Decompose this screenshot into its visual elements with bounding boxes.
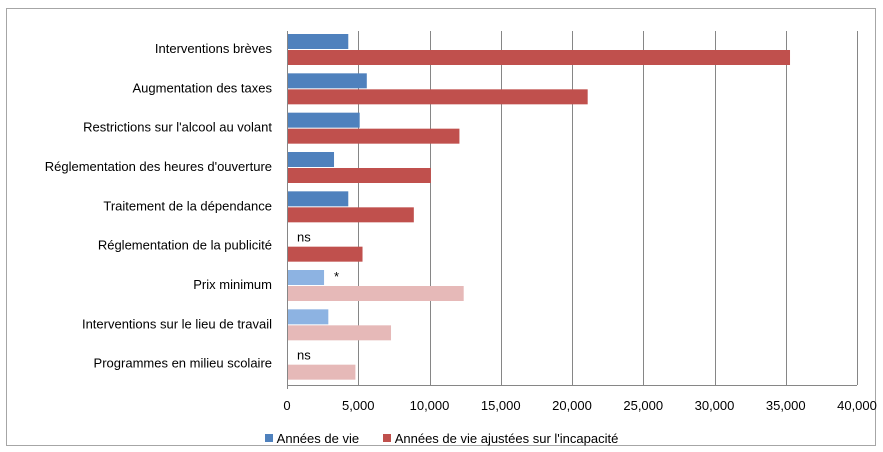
legend-swatch-blue	[264, 434, 273, 442]
bar-series1-5	[288, 246, 363, 262]
annotation-0: ns	[297, 230, 311, 245]
bar-series0-7	[288, 309, 329, 325]
x-tick-label-3: 15,000	[481, 398, 521, 413]
legend-item-annees-ajustees: Années de vie ajustées sur l'incapacité	[382, 430, 619, 446]
chart-frame	[6, 8, 876, 446]
category-label-3: Réglementation des heures d'ouverture	[45, 159, 272, 174]
bar-series0-1	[288, 73, 367, 89]
bar-series1-0	[288, 50, 791, 65]
bar-series1-6	[288, 286, 464, 301]
x-tick-label-5: 25,000	[623, 398, 663, 413]
x-tick-label-0: 0	[283, 398, 290, 413]
category-label-7: Interventions sur le lieu de travail	[82, 316, 272, 331]
x-tick-label-7: 35,000	[766, 398, 806, 413]
bar-series1-3	[288, 168, 431, 183]
bar-series0-0	[288, 34, 349, 49]
category-label-2: Restrictions sur l'alcool au volant	[83, 120, 272, 135]
bar-series0-2	[288, 112, 360, 128]
legend-item-annees-de-vie: Années de vie	[264, 430, 360, 446]
bar-series0-6	[288, 270, 325, 285]
category-label-5: Réglementation de la publicité	[98, 238, 272, 253]
bar-series0-4	[288, 191, 349, 207]
legend-label-annees-ajustees: Années de vie ajustées sur l'incapacité	[394, 430, 619, 446]
x-tick-label-6: 30,000	[695, 398, 735, 413]
bar-series0-3	[288, 152, 335, 167]
category-label-4: Traitement de la dépendance	[103, 198, 272, 213]
category-label-0: Interventions brèves	[155, 41, 273, 56]
category-label-1: Augmentation des taxes	[133, 80, 273, 95]
bar-series1-1	[288, 89, 588, 105]
x-tick-label-1: 5,000	[342, 398, 375, 413]
bar-series1-4	[288, 207, 414, 223]
x-tick-label-8: 40,000	[837, 398, 877, 413]
annotation-1: *	[334, 269, 339, 284]
category-label-8: Programmes en milieu scolaire	[94, 356, 272, 371]
x-tick-label-4: 20,000	[552, 398, 592, 413]
legend-swatch-red	[382, 434, 391, 442]
bar-series1-2	[288, 128, 460, 144]
annotation-2: ns	[297, 348, 311, 363]
bar-series1-8	[288, 364, 356, 380]
legend: Années de vie Années de vie ajustées sur…	[0, 430, 883, 446]
x-tick-label-2: 10,000	[410, 398, 450, 413]
legend-label-annees-de-vie: Années de vie	[276, 430, 360, 446]
category-label-6: Prix minimum	[193, 277, 272, 292]
bar-series1-7	[288, 325, 392, 341]
